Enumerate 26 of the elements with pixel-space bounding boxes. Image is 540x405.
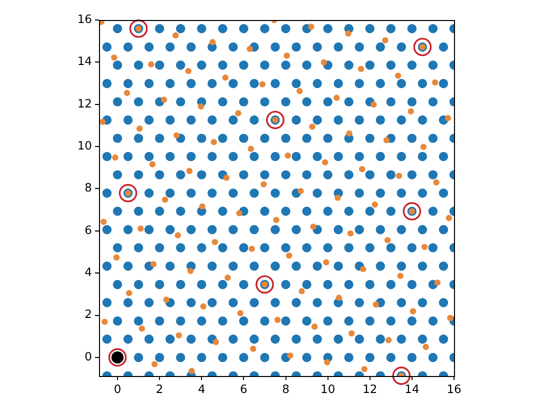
point [256, 275, 274, 294]
x-tick-label: 12 [362, 382, 378, 396]
y-tick-label: 16 [77, 12, 92, 26]
y-tick-label: 4 [84, 265, 92, 280]
point [108, 348, 127, 367]
x-tick-label: 14 [404, 382, 420, 396]
y-tick-label: 14 [77, 54, 92, 68]
point [392, 366, 411, 385]
point [402, 202, 422, 220]
y-tick-label: 8 [84, 180, 92, 195]
x-tick-label: 16 [446, 382, 462, 396]
y-tick-label: 2 [84, 307, 92, 322]
x-tick-label: 4 [198, 382, 206, 396]
x-tick-label: 6 [240, 382, 248, 396]
point [413, 38, 432, 56]
x-tick-label: 2 [156, 382, 164, 396]
y-tick-label: 0 [84, 349, 92, 364]
y-tick-label: 10 [77, 138, 92, 153]
point [129, 19, 148, 38]
y-tick-label: 12 [77, 96, 92, 110]
point [118, 184, 138, 202]
x-tick-label: 8 [282, 382, 290, 396]
point [266, 110, 284, 130]
y-tick-label: 6 [84, 222, 92, 237]
x-tick-label: 0 [114, 382, 122, 396]
x-tick-label: 10 [320, 382, 336, 396]
